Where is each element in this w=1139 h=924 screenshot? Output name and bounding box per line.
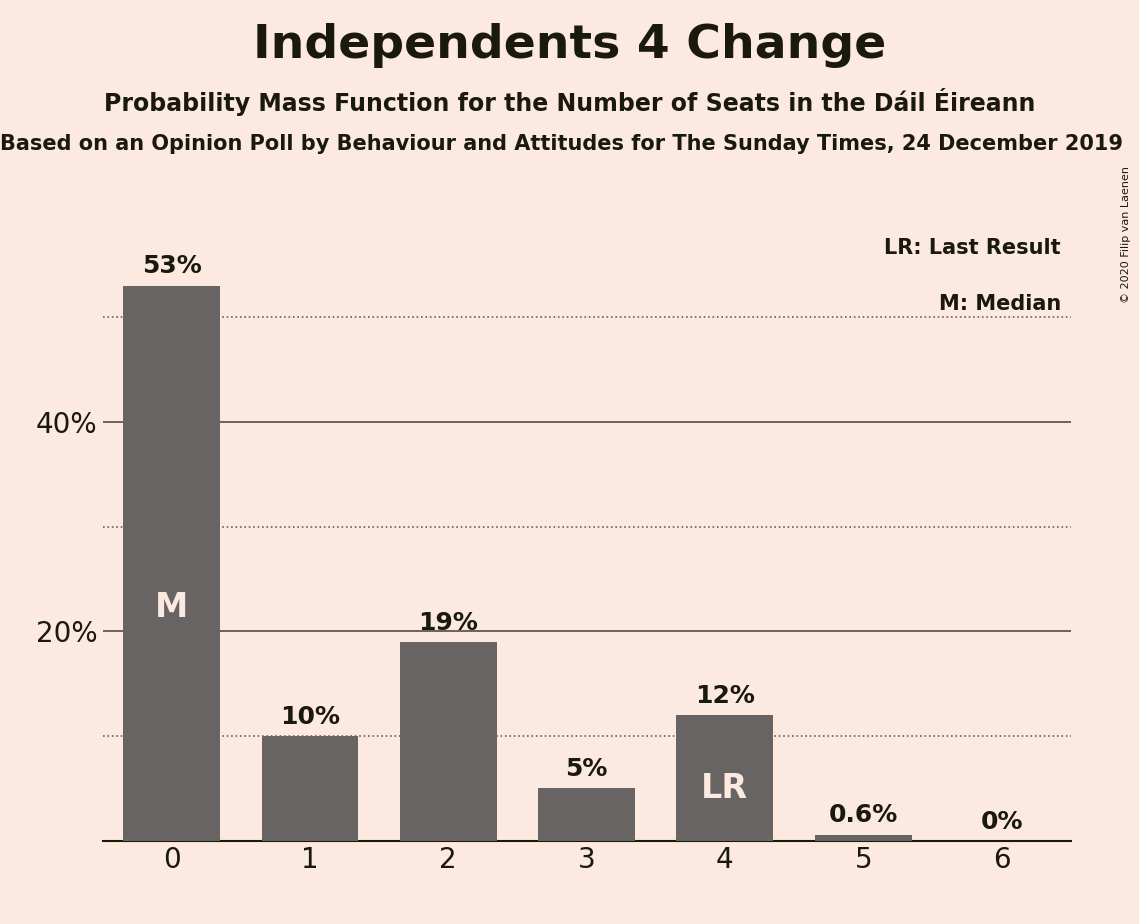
Bar xyxy=(677,715,773,841)
Text: 0.6%: 0.6% xyxy=(828,803,898,827)
Text: 5%: 5% xyxy=(565,757,608,781)
Text: Independents 4 Change: Independents 4 Change xyxy=(253,23,886,68)
Bar xyxy=(400,642,497,841)
Text: Probability Mass Function for the Number of Seats in the Dáil Éireann: Probability Mass Function for the Number… xyxy=(104,88,1035,116)
Bar xyxy=(123,286,220,841)
Text: LR: Last Result: LR: Last Result xyxy=(884,237,1060,258)
Text: M: M xyxy=(155,591,188,625)
Text: LR: LR xyxy=(702,772,748,805)
Bar xyxy=(814,834,911,841)
Text: © 2020 Filip van Laenen: © 2020 Filip van Laenen xyxy=(1121,166,1131,303)
Text: 19%: 19% xyxy=(418,611,478,635)
Text: M: Median: M: Median xyxy=(939,294,1060,314)
Text: 0%: 0% xyxy=(981,809,1023,833)
Bar xyxy=(538,788,634,841)
Bar xyxy=(262,736,359,841)
Text: 53%: 53% xyxy=(141,254,202,278)
Text: 10%: 10% xyxy=(280,705,339,729)
Text: 12%: 12% xyxy=(695,684,755,708)
Text: Based on an Opinion Poll by Behaviour and Attitudes for The Sunday Times, 24 Dec: Based on an Opinion Poll by Behaviour an… xyxy=(0,134,1123,154)
